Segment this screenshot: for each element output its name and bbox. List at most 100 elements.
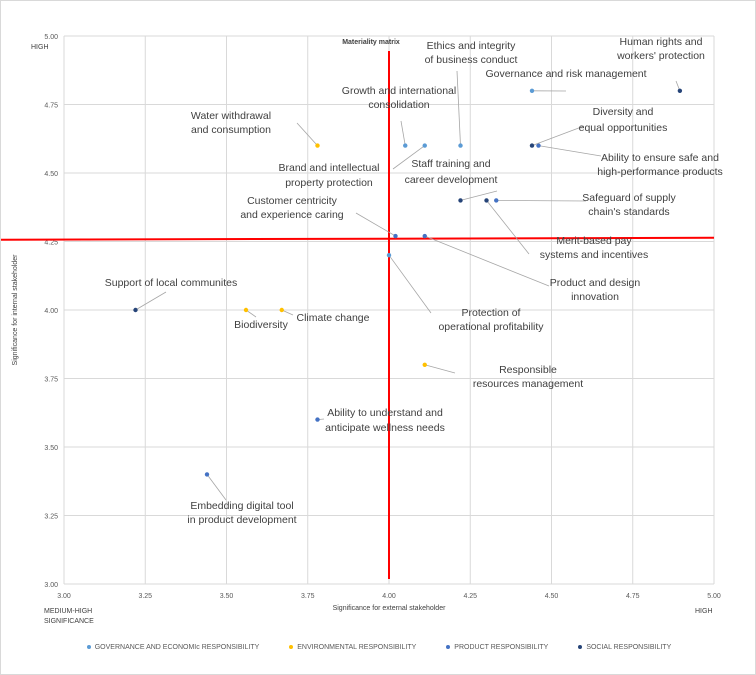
legend-item: ENVIRONMENTAL RESPONSIBILITY: [289, 644, 416, 651]
legend: GOVERNANCE AND ECONOMIc RESPONSIBILITY EN…: [1, 644, 755, 651]
x-tick-label: 5.00: [707, 593, 721, 600]
data-point-product: [315, 417, 320, 422]
data-label: consolidation: [368, 99, 429, 111]
y-tick-label: 3.25: [44, 514, 58, 521]
data-point-governance: [529, 88, 535, 94]
data-label: anticipate wellness needs: [325, 422, 445, 434]
data-label: career development: [405, 174, 498, 186]
data-point-social: [484, 198, 489, 203]
data-label: resources management: [473, 378, 583, 390]
leader-line: [135, 291, 167, 311]
data-label: Growth and international: [342, 85, 456, 97]
x-low-label: MEDIUM-HIGH: [44, 608, 92, 615]
data-label: Product and design: [550, 277, 641, 289]
x-tick-label: 3.25: [138, 593, 152, 600]
leader-line: [388, 254, 432, 314]
data-label: Merit-based pay: [556, 235, 632, 247]
data-point-product: [422, 233, 427, 239]
y-tick-label: 4.00: [44, 308, 58, 315]
data-label: Ethics and integrity: [427, 40, 516, 52]
data-point-social: [458, 198, 463, 203]
y-high-label: HIGH: [31, 44, 49, 51]
leader-line: [400, 120, 406, 146]
data-point-product: [393, 233, 398, 239]
data-point-environmental: [422, 362, 427, 367]
leader-line: [531, 125, 585, 146]
data-label: workers' protection: [616, 50, 705, 62]
legend-item: PRODUCT RESPONSIBILITY: [446, 644, 548, 651]
data-point-social: [529, 143, 535, 148]
data-label: Ability to ensure safe and: [601, 152, 719, 164]
data-point-social: [677, 88, 683, 94]
y-tick-label: 4.25: [44, 240, 58, 247]
data-label: operational profitability: [438, 321, 544, 333]
data-label: Governance and risk management: [485, 68, 646, 80]
leader-line: [486, 200, 530, 255]
data-label: Embedding digital tool: [190, 500, 293, 512]
leader-line: [496, 200, 587, 202]
leader-line: [460, 190, 498, 201]
leader-line: [424, 364, 456, 374]
leader-line: [392, 145, 425, 170]
x-high-label: HIGH: [695, 608, 713, 615]
data-label: and consumption: [191, 124, 271, 136]
data-label: property protection: [285, 177, 373, 189]
threshold-line-horizontal: [1, 236, 715, 241]
y-tick-label: 3.75: [44, 377, 58, 384]
data-label: Water withdrawal: [191, 110, 271, 122]
data-label: Brand and intellectual: [279, 162, 380, 174]
data-label: Protection of: [462, 307, 521, 319]
legend-marker-icon: [86, 645, 91, 650]
y-tick-label: 4.50: [44, 171, 58, 178]
x-axis-title: Significance for external stakeholder: [333, 605, 447, 612]
x-tick-label: 3.75: [301, 593, 315, 600]
data-point-governance: [422, 143, 427, 148]
legend-item: SOCIAL RESPONSIBILITY: [578, 644, 671, 651]
data-point-environmental: [243, 307, 249, 313]
data-label: Customer centricity: [247, 195, 338, 207]
x-tick-label: 4.75: [626, 593, 640, 600]
data-label: Ability to understand and: [327, 407, 443, 419]
legend-marker-icon: [446, 645, 451, 650]
x-tick-label: 3.50: [220, 593, 234, 600]
legend-label: GOVERNANCE AND ECONOMIc RESPONSIBILITY: [94, 644, 260, 651]
legend-marker-icon: [289, 645, 294, 650]
data-label: high-performance products: [597, 166, 722, 178]
legend-label: ENVIRONMENTAL RESPONSIBILITY: [297, 644, 417, 651]
data-point-governance: [386, 253, 392, 258]
y-tick-label: 4.75: [44, 103, 58, 110]
legend-label: PRODUCT RESPONSIBILITY: [454, 644, 549, 651]
leader-line: [424, 235, 550, 287]
data-label: Support of local communites: [105, 277, 237, 289]
data-point-product: [536, 143, 541, 148]
data-label: Human rights and: [620, 36, 703, 48]
data-label: Staff training and: [411, 158, 490, 170]
x-tick-label: 4.50: [545, 593, 559, 600]
data-point-product: [204, 472, 210, 477]
data-point-social: [133, 307, 138, 313]
chart-title: Materiality matrix: [342, 39, 400, 46]
y-axis-title: Significance for internal stakeholder: [12, 254, 19, 366]
legend-item: GOVERNANCE AND ECONOMIc RESPONSIBILITY: [86, 644, 260, 651]
leader-line: [206, 474, 227, 501]
legend-label: SOCIAL RESPONSIBILITY: [586, 644, 672, 651]
x-tick-label: 4.25: [463, 593, 477, 600]
data-label: equal opportunities: [579, 122, 668, 134]
y-tick-label: 5.00: [44, 34, 58, 41]
data-label: innovation: [571, 291, 619, 303]
data-label: Diversity and: [593, 106, 654, 118]
x-tick-label: 4.00: [382, 593, 396, 600]
data-label: Responsible: [499, 364, 557, 376]
data-label: Safeguard of supply: [582, 192, 676, 204]
data-label: of business conduct: [425, 54, 518, 66]
legend-marker-icon: [578, 645, 583, 650]
data-label: chain's standards: [588, 206, 669, 218]
data-label: Climate change: [297, 312, 370, 324]
y-tick-label: 3.00: [44, 582, 58, 589]
leader-line: [296, 122, 318, 146]
x-low-label-2: SIGNIFICANCE: [44, 618, 94, 625]
data-point-governance: [403, 143, 408, 148]
leader-line: [355, 212, 396, 237]
data-point-environmental: [315, 143, 320, 148]
